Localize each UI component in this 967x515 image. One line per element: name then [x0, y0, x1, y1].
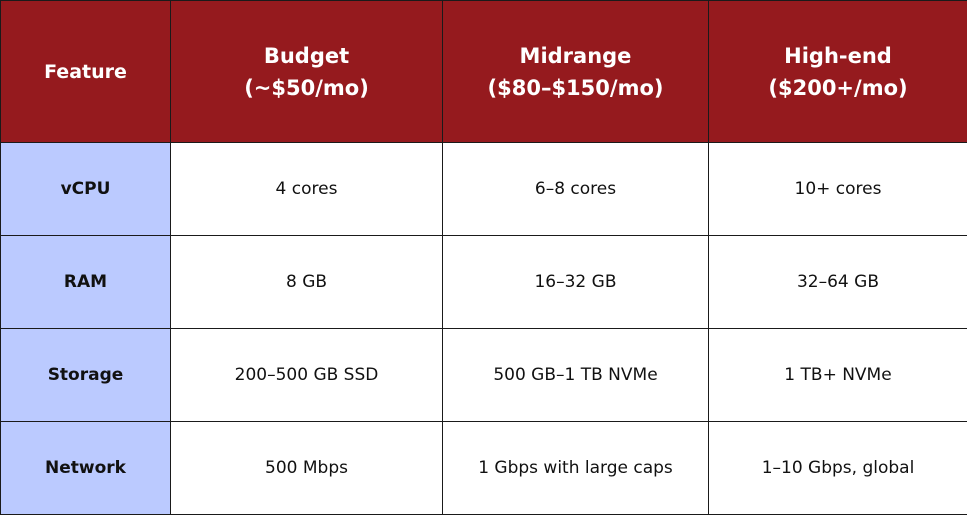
header-row: Feature Budget (~$50/mo) Midrange ($80–$… — [1, 1, 967, 143]
table-cell: 4 cores — [171, 143, 443, 236]
table-row-ram: RAM 8 GB 16–32 GB 32–64 GB — [1, 236, 967, 329]
column-price: ($80–$150/mo) — [449, 72, 702, 104]
table-cell: 10+ cores — [709, 143, 967, 236]
table-row-vcpu: vCPU 4 cores 6–8 cores 10+ cores — [1, 143, 967, 236]
table-cell: 200–500 GB SSD — [171, 329, 443, 422]
table-row-storage: Storage 200–500 GB SSD 500 GB–1 TB NVMe … — [1, 329, 967, 422]
table-cell: 32–64 GB — [709, 236, 967, 329]
row-header: vCPU — [1, 143, 171, 236]
column-price: ($200+/mo) — [715, 72, 961, 104]
table-cell: 500 Mbps — [171, 422, 443, 515]
row-header: Network — [1, 422, 171, 515]
column-header-high-end: High-end ($200+/mo) — [709, 1, 967, 143]
column-header-midrange: Midrange ($80–$150/mo) — [443, 1, 709, 143]
table-cell: 8 GB — [171, 236, 443, 329]
table-cell: 16–32 GB — [443, 236, 709, 329]
feature-column-header: Feature — [1, 1, 171, 143]
column-price: (~$50/mo) — [177, 72, 436, 104]
table-cell: 1 TB+ NVMe — [709, 329, 967, 422]
column-name: Midrange — [449, 40, 702, 72]
column-name: High-end — [715, 40, 961, 72]
table-cell: 6–8 cores — [443, 143, 709, 236]
row-header: RAM — [1, 236, 171, 329]
table-cell: 500 GB–1 TB NVMe — [443, 329, 709, 422]
table-cell: 1 Gbps with large caps — [443, 422, 709, 515]
column-header-budget: Budget (~$50/mo) — [171, 1, 443, 143]
table-cell: 1–10 Gbps, global — [709, 422, 967, 515]
table-row-network: Network 500 Mbps 1 Gbps with large caps … — [1, 422, 967, 515]
column-name: Budget — [177, 40, 436, 72]
row-header: Storage — [1, 329, 171, 422]
